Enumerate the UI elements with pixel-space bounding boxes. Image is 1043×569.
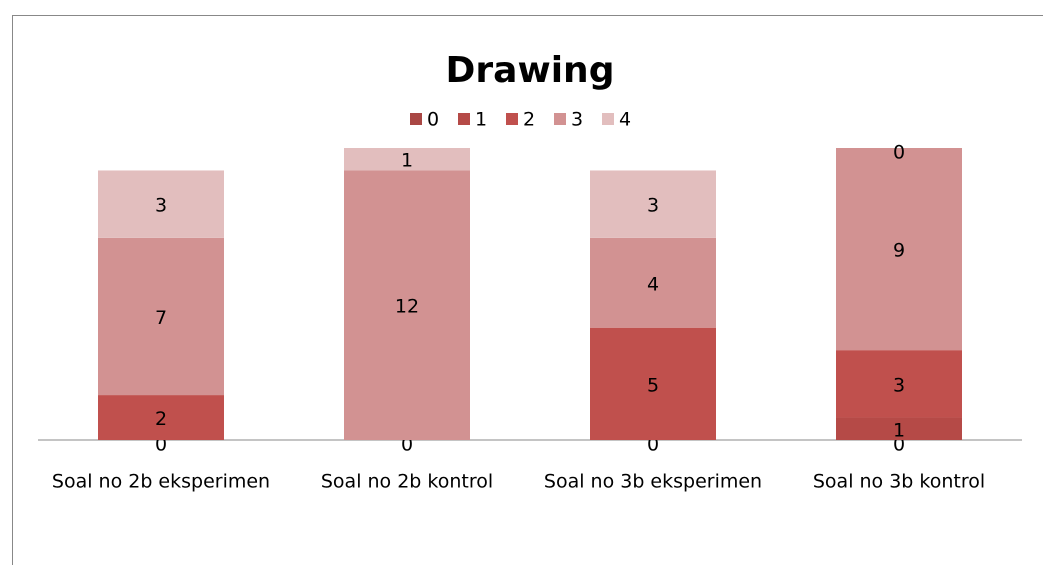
x-tick-label: Soal no 2b eksperimen: [52, 471, 270, 493]
data-label: 4: [647, 273, 659, 295]
data-label: 3: [155, 195, 167, 217]
data-label: 1: [401, 150, 413, 172]
data-label: 3: [647, 195, 659, 217]
data-label: 12: [395, 296, 419, 318]
chart-title: Drawing: [446, 50, 615, 91]
data-label: 2: [155, 408, 167, 430]
x-tick-label: Soal no 3b eksperimen: [544, 471, 762, 493]
data-label: 5: [647, 374, 659, 396]
legend-swatch: [554, 113, 566, 125]
legend-label: 3: [571, 109, 583, 131]
legend-swatch: [602, 113, 614, 125]
legend-swatch: [458, 113, 470, 125]
data-label: 7: [155, 307, 167, 329]
legend-swatch: [410, 113, 422, 125]
legend-label: 0: [427, 109, 439, 131]
data-label: 1: [893, 419, 905, 441]
legend-label: 4: [619, 109, 631, 131]
legend-label: 2: [523, 109, 535, 131]
x-tick-label: Soal no 2b kontrol: [321, 471, 493, 493]
data-label: 3: [893, 374, 905, 396]
legend-label: 1: [475, 109, 487, 131]
data-label: 9: [893, 240, 905, 262]
x-tick-label: Soal no 3b kontrol: [813, 471, 985, 493]
data-label: 0: [893, 142, 905, 164]
legend-swatch: [506, 113, 518, 125]
